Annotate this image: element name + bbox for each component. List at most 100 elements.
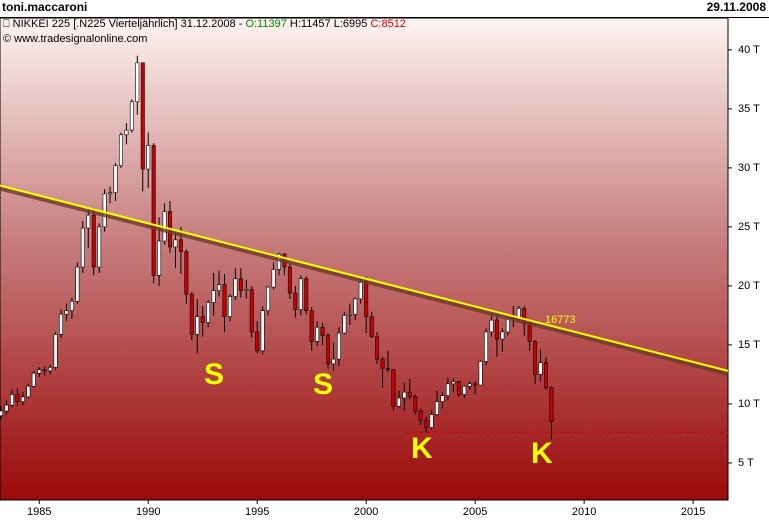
candle-body <box>266 286 271 311</box>
candle-body <box>429 414 434 428</box>
candle-body <box>9 394 14 406</box>
candle-body <box>271 269 276 288</box>
candle-body <box>222 284 227 317</box>
candle-body <box>37 369 42 374</box>
candle-body <box>494 319 499 340</box>
candle-body <box>86 214 91 229</box>
candle-body <box>4 404 9 412</box>
plot-layer <box>0 55 729 440</box>
candle-body <box>233 278 238 297</box>
candle-body <box>391 369 396 407</box>
candle-body <box>358 282 363 300</box>
candle-body <box>484 331 489 362</box>
legend-low: L:6995 <box>334 18 368 30</box>
candle-body <box>244 289 249 291</box>
y-tick-label: 35 T <box>738 103 760 115</box>
candle-body <box>500 331 505 340</box>
candle-body <box>456 381 461 395</box>
candle-body <box>69 300 74 311</box>
candle-body <box>31 372 36 387</box>
candle-body <box>369 316 374 337</box>
candle-body <box>407 391 412 398</box>
candle-body <box>435 401 440 415</box>
x-tick-label: 2000 <box>354 506 378 518</box>
candle-body <box>473 383 478 386</box>
candle-body <box>206 302 211 323</box>
copyright: © www.tradesignalonline.com <box>3 33 147 45</box>
candle-body <box>200 316 205 323</box>
candle-body <box>320 326 325 336</box>
candle-body <box>178 239 183 252</box>
candle-body <box>124 129 129 136</box>
annotation: K <box>411 432 433 465</box>
candle-body <box>505 318 510 333</box>
candle-body <box>293 292 298 310</box>
x-tick-label: 1985 <box>27 506 51 518</box>
candle-body <box>140 62 145 170</box>
legend: ⎕ NIKKEI 225 [.N225 Vierteljährlich] 31.… <box>3 18 406 30</box>
x-tick-label: 2015 <box>681 506 705 518</box>
y-tick-label: 40 T <box>738 44 760 56</box>
header-date: 29.11.2008 <box>707 0 767 14</box>
legend-open: O:11397 <box>245 18 286 30</box>
candle-body <box>0 410 4 417</box>
candle-body <box>418 410 423 421</box>
trend-label: 16773 <box>545 314 576 326</box>
candle-body <box>544 362 548 388</box>
candle-body <box>64 310 69 315</box>
candle-body <box>102 193 107 228</box>
candle-body <box>97 226 102 268</box>
candle-body <box>157 240 162 276</box>
x-tick-label: 1990 <box>136 506 160 518</box>
candle-body <box>151 145 156 276</box>
candle-body <box>440 395 445 402</box>
candle-body <box>298 278 303 310</box>
candle-body <box>42 369 47 372</box>
candle-body <box>445 383 450 396</box>
candle-body <box>304 278 309 311</box>
candle-body <box>129 101 134 131</box>
candle-body <box>287 266 292 294</box>
candle-body <box>189 293 194 335</box>
legend-symbol: ⎕ <box>3 18 13 30</box>
candle-body <box>227 296 232 317</box>
candle-body <box>413 396 418 412</box>
plot-area <box>0 17 729 501</box>
candle-body <box>424 420 429 428</box>
candle-body <box>478 361 483 386</box>
y-tick-label: 25 T <box>738 221 760 233</box>
trend-line-shadow <box>0 186 729 376</box>
candle-body <box>113 165 118 193</box>
candle-body <box>80 227 85 268</box>
candle-body <box>260 310 265 352</box>
candle-body <box>364 282 369 317</box>
x-tick-label: 1995 <box>245 506 269 518</box>
candle-body <box>549 387 554 422</box>
annotation: K <box>531 437 553 470</box>
x-tick-label: 2005 <box>463 506 487 518</box>
candle-body <box>15 394 20 402</box>
y-tick-label: 30 T <box>738 162 760 174</box>
candle-body <box>249 289 254 333</box>
candle-body <box>26 385 31 398</box>
trend-line <box>0 184 729 372</box>
y-tick-label: 5 T <box>738 457 754 469</box>
candle-body <box>396 397 401 407</box>
candle-body <box>375 336 380 360</box>
candle-body <box>309 310 314 342</box>
candle-body <box>385 368 390 371</box>
candle-body <box>533 341 538 375</box>
legend-close: C:8512 <box>370 18 405 30</box>
candle-body <box>326 335 331 365</box>
legend-high: H:11457 <box>290 18 331 30</box>
candle-body <box>195 316 200 335</box>
candle-body <box>146 145 151 170</box>
candle-body <box>331 358 336 365</box>
candle-body <box>467 383 472 387</box>
candle-body <box>402 391 407 399</box>
candle-body <box>527 323 532 342</box>
candle-body <box>173 239 178 248</box>
x-tick-label: 2010 <box>572 506 596 518</box>
candle-body <box>211 290 216 303</box>
